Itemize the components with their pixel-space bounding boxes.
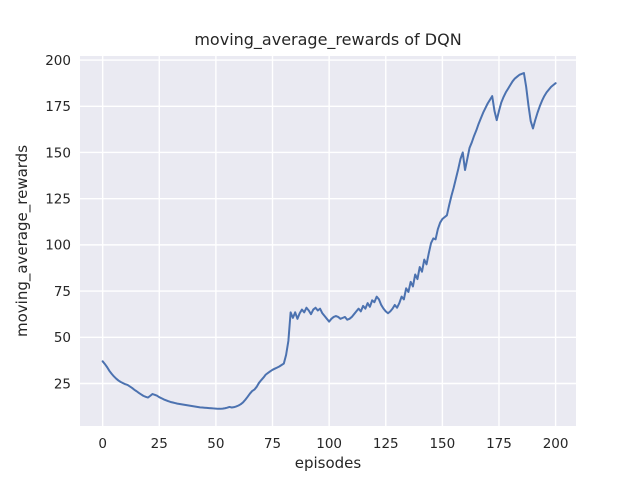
- plot-area: [80, 56, 576, 426]
- x-tick-labels: 0 25 50 75 100 125 150 175 200: [98, 436, 568, 452]
- y-tick-label: 150: [45, 145, 71, 161]
- y-tick-label: 50: [54, 330, 71, 346]
- x-tick-label: 125: [373, 436, 399, 452]
- gridlines: [80, 56, 576, 426]
- x-tick-label: 50: [207, 436, 224, 452]
- x-tick-label: 0: [98, 436, 107, 452]
- x-tick-label: 150: [429, 436, 455, 452]
- y-tick-labels: 25 50 75 100 125 150 175 200: [45, 53, 71, 392]
- x-tick-label: 175: [486, 436, 512, 452]
- y-tick-label: 200: [45, 53, 71, 69]
- x-tick-label: 25: [151, 436, 168, 452]
- chart-title: moving_average_rewards of DQN: [194, 30, 461, 50]
- y-axis-label: moving_average_rewards: [13, 145, 32, 337]
- y-tick-label: 175: [45, 99, 71, 115]
- x-tick-label: 100: [316, 436, 342, 452]
- x-axis-label: episodes: [295, 454, 362, 472]
- y-tick-label: 100: [45, 238, 71, 254]
- y-tick-label: 25: [54, 376, 71, 392]
- x-tick-label: 200: [543, 436, 569, 452]
- y-tick-label: 125: [45, 191, 71, 207]
- x-tick-label: 75: [264, 436, 281, 452]
- dqn-series-line: [101, 72, 557, 410]
- y-tick-label: 75: [54, 284, 71, 300]
